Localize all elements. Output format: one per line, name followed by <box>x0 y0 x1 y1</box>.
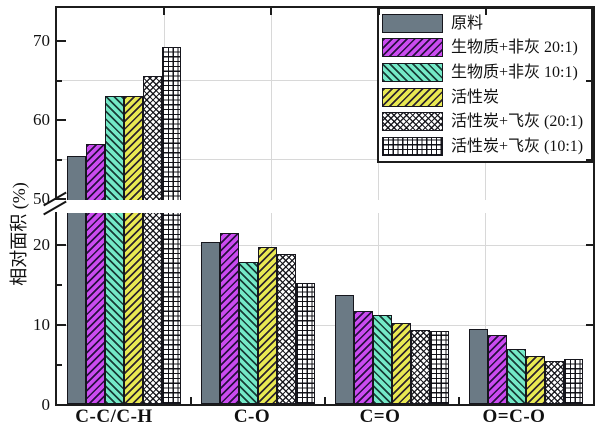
legend-label: 活性炭 <box>451 88 500 106</box>
x-category-label: C-O <box>233 406 271 427</box>
axis-tick <box>57 79 62 82</box>
legend-swatch <box>382 112 443 132</box>
legend-label: 生物质+非灰 20:1) <box>451 39 578 57</box>
legend-label: 活性炭+飞灰 (20:1) <box>451 113 584 131</box>
h-gridline <box>57 159 593 160</box>
bar-O=C-O-series2 <box>507 349 526 404</box>
legend-swatch <box>382 137 443 157</box>
h-gridline <box>57 80 593 81</box>
y-tick-label: 70 <box>33 31 50 50</box>
axis-tick <box>586 158 593 161</box>
axis-tick <box>57 198 66 200</box>
axis-tick <box>586 244 593 246</box>
legend-swatch <box>382 87 443 107</box>
bar-C=O-series2 <box>373 315 392 404</box>
bar-C-C/C-H-series4 <box>143 75 162 404</box>
bar-O=C-O-series5 <box>564 359 583 404</box>
bar-C-O-series2 <box>239 261 258 404</box>
bar-O=C-O-series0 <box>469 329 488 404</box>
h-gridline <box>57 324 593 326</box>
legend-label: 活性炭+飞灰 (10:1) <box>451 138 584 156</box>
legend-row: 活性炭+飞灰 (10:1) <box>382 135 589 158</box>
axis-tick <box>57 284 62 286</box>
bar-O=C-O-series3 <box>526 356 545 404</box>
bar-C=O-series0 <box>335 295 354 404</box>
bar-C-C/C-H-series5 <box>162 46 181 404</box>
axis-tick <box>458 397 460 404</box>
legend-swatch <box>382 63 443 83</box>
y-tick-label: 60 <box>33 110 50 129</box>
legend-label: 生物质+非灰 10:1) <box>451 64 578 82</box>
bar-C-C/C-H-series1 <box>86 143 105 404</box>
legend-row: 生物质+非灰 10:1) <box>382 61 589 84</box>
axis-tick <box>484 8 487 15</box>
bar-C-O-series4 <box>277 253 296 404</box>
bar-O=C-O-series1 <box>488 335 507 404</box>
legend-swatch <box>382 13 443 33</box>
axis-tick <box>57 119 66 121</box>
x-category-label: O=C-O <box>482 406 546 427</box>
bar-C-C/C-H-series2 <box>105 96 124 404</box>
y-axis-title: 相对面积 (%) <box>9 182 29 286</box>
bar-C-O-series1 <box>220 233 239 404</box>
axis-break-band <box>57 200 593 213</box>
legend-row: 活性炭+飞灰 (20:1) <box>382 110 589 133</box>
legend-row: 活性炭 <box>382 86 589 109</box>
y-tick-label: 20 <box>33 235 50 254</box>
y-tick-label: 10 <box>33 315 50 334</box>
axis-tick <box>57 40 66 42</box>
legend-swatch <box>382 38 443 58</box>
axis-tick <box>57 404 66 406</box>
axis-tick <box>586 79 593 82</box>
bar-C=O-series4 <box>411 329 430 404</box>
axis-tick <box>270 8 273 15</box>
legend-row: 生物质+非灰 20:1) <box>382 36 589 59</box>
legend-row: 原料 <box>382 12 589 35</box>
x-category-label: C=O <box>359 406 401 427</box>
axis-tick <box>190 397 192 404</box>
bar-C-C/C-H-series0 <box>67 155 86 404</box>
bar-O=C-O-series4 <box>545 361 564 404</box>
bar-C-O-series0 <box>201 241 220 404</box>
y-tick-label: 0 <box>41 395 51 414</box>
bar-C-O-series3 <box>258 247 277 404</box>
axis-tick <box>57 158 62 161</box>
axis-tick <box>586 324 593 326</box>
h-gridline <box>57 244 593 246</box>
axis-tick <box>324 397 326 404</box>
axis-tick <box>57 364 62 366</box>
axis-tick <box>377 8 380 15</box>
bar-C-C/C-H-series3 <box>124 96 143 404</box>
bar-C-O-series5 <box>296 283 315 404</box>
bar-C=O-series1 <box>354 310 373 404</box>
axis-tick <box>163 8 166 15</box>
bar-C=O-series5 <box>430 331 449 404</box>
legend: 原料生物质+非灰 20:1) 生物质+非灰 10:1) 活性炭活性炭+飞灰 (20:… <box>377 7 593 163</box>
axis-tick <box>57 244 66 246</box>
axis-tick <box>57 324 66 326</box>
bar-C=O-series3 <box>392 323 411 404</box>
x-category-label: C-C/C-H <box>75 406 153 427</box>
legend-label: 原料 <box>451 14 484 32</box>
